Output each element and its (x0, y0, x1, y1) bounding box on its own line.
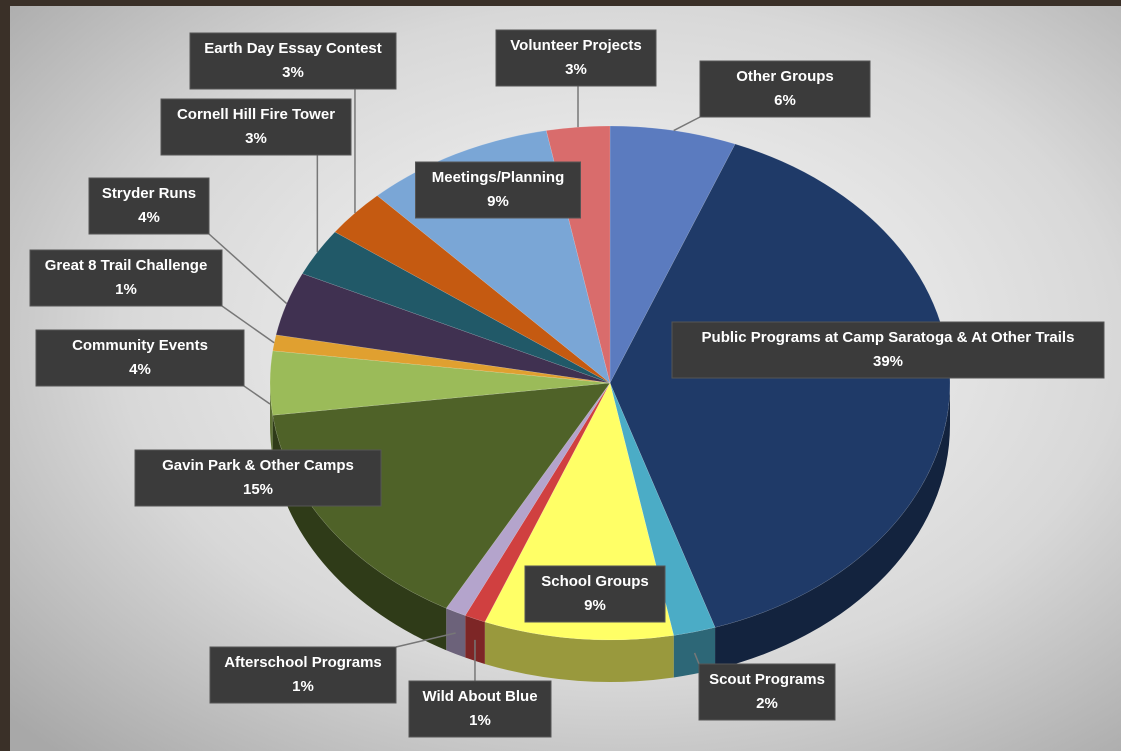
slice-value-label: 1% (115, 281, 137, 298)
label-box (134, 449, 382, 507)
label-box (209, 646, 397, 704)
slice-label: Volunteer Projects (510, 37, 641, 54)
label-box (671, 321, 1105, 379)
slice-label: Earth Day Essay Contest (204, 40, 382, 57)
slice-label: Gavin Park & Other Camps (162, 457, 354, 474)
leader-line (243, 385, 271, 405)
slice-value-label: 9% (487, 193, 509, 210)
label-box (698, 663, 836, 721)
leader-line (221, 305, 275, 344)
slice-value-label: 4% (129, 361, 151, 378)
pie-slice (275, 273, 611, 384)
label-box (88, 177, 210, 235)
pie-slice (464, 382, 611, 623)
pie-sides (270, 383, 950, 682)
slice-value-label: 39% (873, 353, 903, 370)
slice-side (446, 608, 466, 658)
slice-side (270, 383, 273, 458)
leader-line (693, 652, 700, 665)
slice-value-label: 3% (565, 61, 587, 78)
pie-slice (609, 125, 736, 384)
slice-label: School Groups (541, 573, 649, 590)
slice-side (715, 383, 950, 670)
slice-value-label: 3% (245, 130, 267, 147)
slice-value-label: 9% (584, 597, 606, 614)
slice-value-label: 1% (292, 678, 314, 695)
slice-value-label: 2% (756, 695, 778, 712)
pie-slice (609, 143, 951, 628)
label-box (35, 329, 245, 387)
slice-label: Public Programs at Camp Saratoga & At Ot… (702, 329, 1075, 346)
label-box (524, 565, 666, 623)
label-box (189, 32, 397, 90)
pie-slice (272, 382, 611, 609)
slice-label: Community Events (72, 337, 208, 354)
slice-value-label: 4% (138, 209, 160, 226)
pie-slice (269, 350, 611, 416)
pie-slice (609, 382, 716, 636)
label-box (408, 680, 552, 738)
slice-label: Afterschool Programs (224, 654, 382, 671)
pie-slice (445, 382, 611, 616)
slice-label: Wild About Blue (422, 688, 537, 705)
slice-label: Great 8 Trail Challenge (45, 257, 208, 274)
label-box (160, 98, 352, 156)
slice-label: Scout Programs (709, 671, 825, 688)
pie-slice (334, 195, 611, 384)
slice-side (272, 415, 447, 651)
label-box (415, 161, 581, 219)
slice-side (484, 621, 674, 682)
leader-line (208, 233, 288, 305)
slice-value-label: 15% (243, 481, 273, 498)
label-box (699, 60, 871, 118)
slice-value-label: 3% (282, 64, 304, 81)
slice-value-label: 1% (469, 712, 491, 729)
pie-slice (301, 231, 611, 384)
leader-line (395, 632, 456, 648)
label-box (495, 29, 657, 87)
leader-line (673, 116, 701, 132)
label-box (29, 249, 223, 307)
slice-label: Cornell Hill Fire Tower (177, 106, 335, 123)
slice-label: Meetings/Planning (432, 169, 565, 186)
slice-label: Stryder Runs (102, 185, 196, 202)
slice-label: Other Groups (736, 68, 834, 85)
slice-side (465, 615, 485, 664)
slice-value-label: 6% (774, 92, 796, 109)
